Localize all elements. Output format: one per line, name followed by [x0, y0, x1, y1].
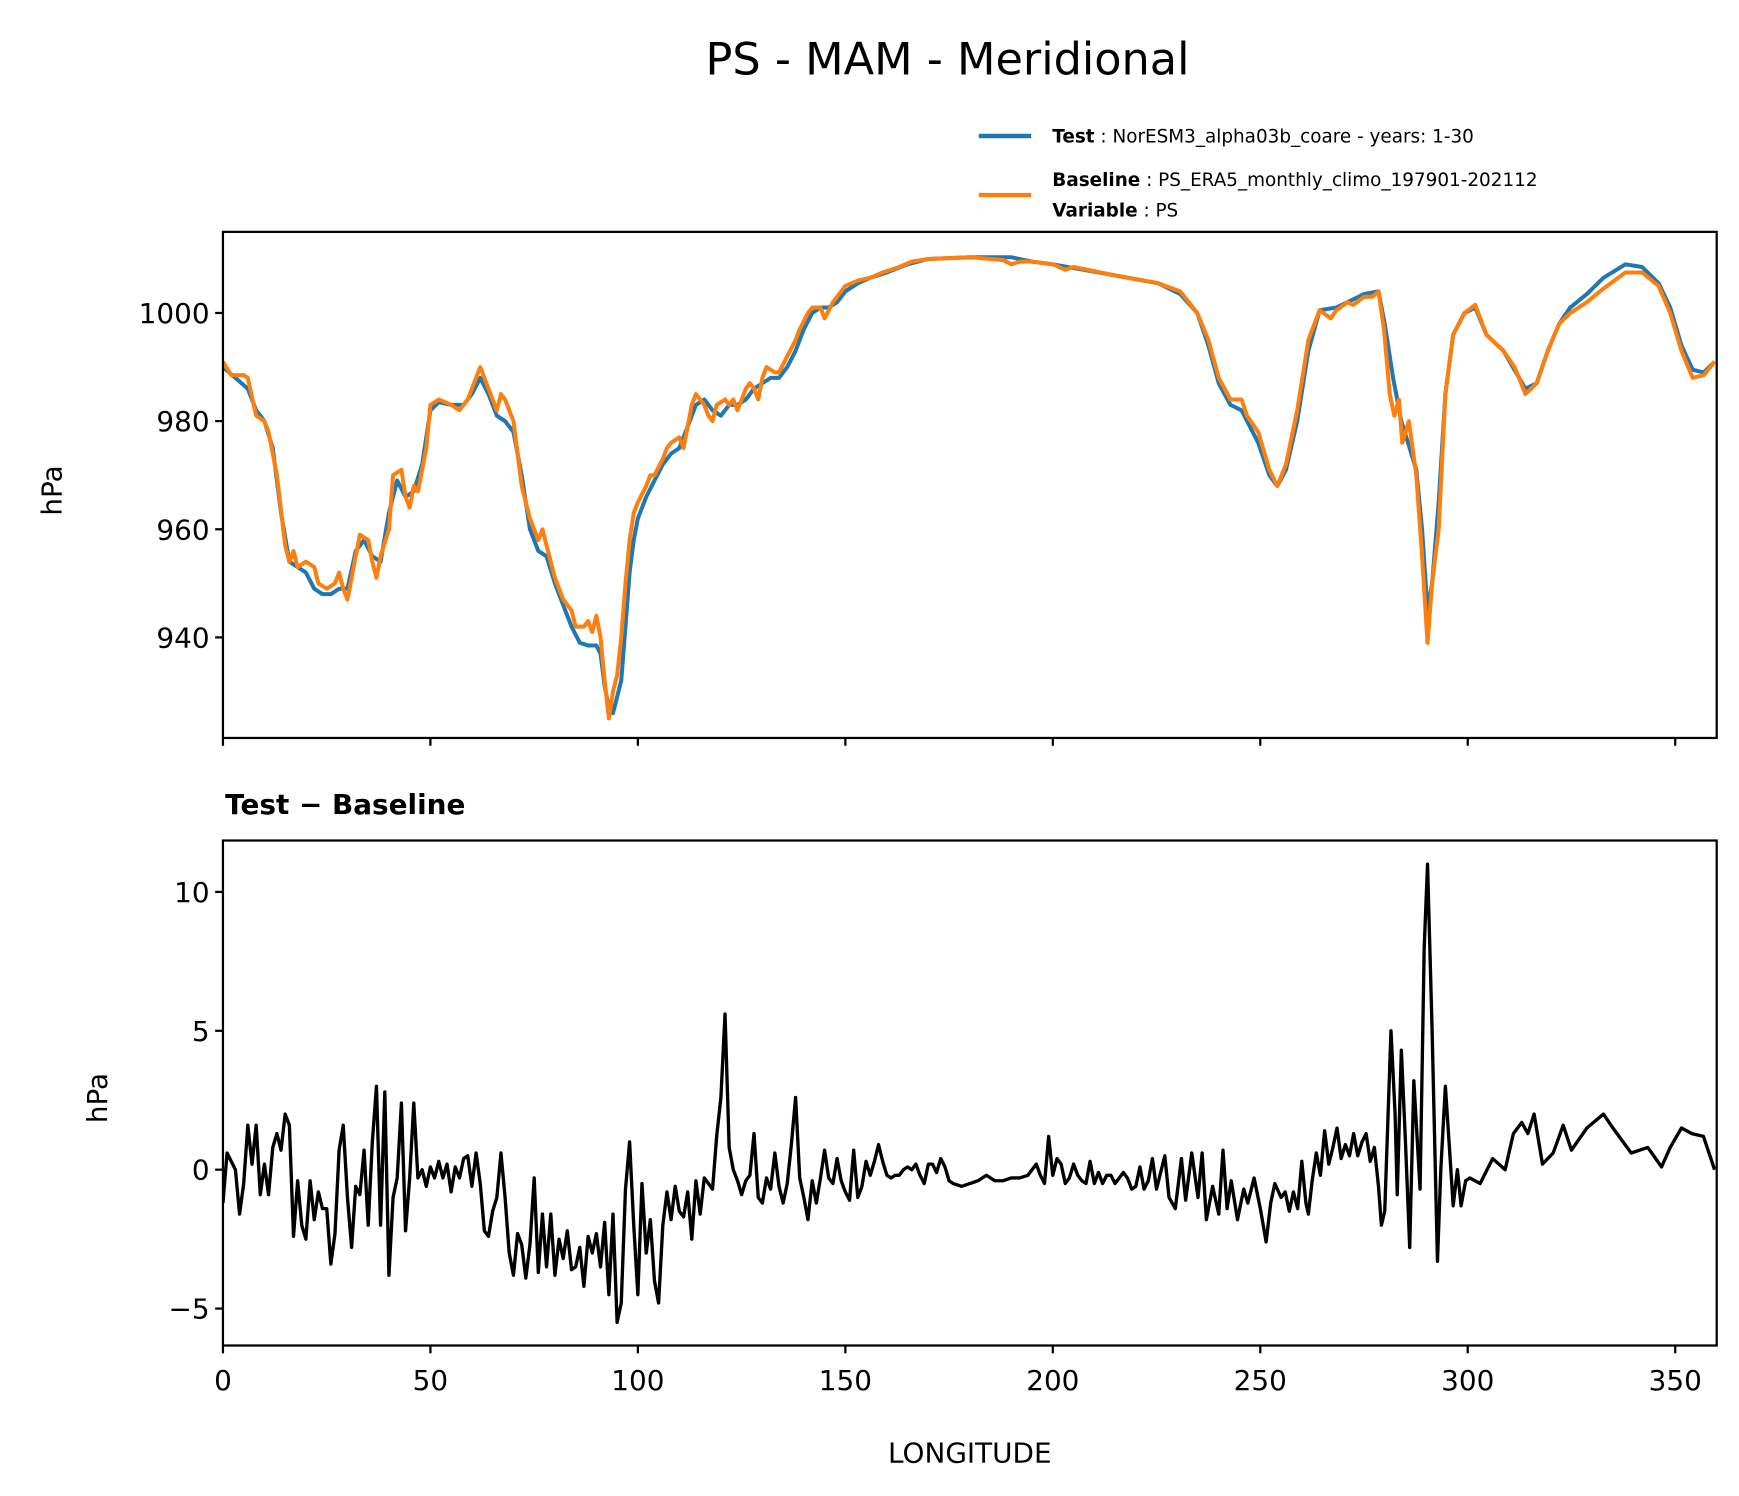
y-tick-label: 1000: [139, 297, 210, 330]
legend-variable-sep: :: [1138, 200, 1156, 221]
y-tick-label: 10: [174, 876, 209, 909]
x-tick-label: 100: [611, 1364, 664, 1397]
top-panel: 940 960 980 1000: [139, 230, 1718, 746]
y-tick-label: 940: [156, 621, 209, 654]
legend-variable-text: PS: [1155, 200, 1178, 221]
y-tick-label: 0: [192, 1154, 210, 1187]
x-tick-label: 0: [214, 1364, 232, 1397]
legend-baseline-label: Baseline : PS_ERA5_monthly_climo_197901-…: [1052, 170, 1537, 191]
legend-baseline-text: PS_ERA5_monthly_climo_197901-202112: [1158, 170, 1537, 191]
legend-test-bold: Test: [1052, 127, 1094, 148]
legend-test-label: Test : NorESM3_alpha03b_coare - years: 1…: [1052, 127, 1474, 148]
bottom-panel-title: Test − Baseline: [225, 788, 465, 821]
axes-frame: [221, 839, 1718, 1347]
legend-test-sep: :: [1095, 127, 1113, 148]
y-tick-label: −5: [168, 1293, 209, 1326]
legend-variable-bold: Variable: [1052, 200, 1137, 221]
legend-variable-label: Variable : PS: [1052, 200, 1178, 221]
series-line-baseline: [222, 255, 1717, 721]
series-line-test-baseline: [222, 862, 1717, 1325]
legend-baseline-bold: Baseline: [1052, 170, 1140, 191]
x-tick-label: 50: [413, 1364, 448, 1397]
series-line-test: [222, 255, 1717, 716]
y-tick-label: 980: [156, 405, 209, 438]
bottom-y-axis-label: hPa: [81, 1073, 114, 1123]
y-tick-label: 5: [192, 1015, 210, 1048]
x-axis-label: LONGITUDE: [888, 1437, 1052, 1470]
legend-test-text: NorESM3_alpha03b_coare - years: 1-30: [1112, 127, 1473, 148]
x-tick-label: 250: [1234, 1364, 1287, 1397]
axes-frame: [221, 230, 1718, 740]
x-tick-label: 200: [1026, 1364, 1079, 1397]
legend: Test : NorESM3_alpha03b_coare - years: 1…: [978, 127, 1538, 221]
legend-baseline-sep: :: [1140, 170, 1158, 191]
top-y-axis-label: hPa: [35, 465, 68, 515]
x-tick-label: 150: [819, 1364, 872, 1397]
x-tick-label: 300: [1441, 1364, 1494, 1397]
x-tick-label: 350: [1649, 1364, 1702, 1397]
figure-title: PS - MAM - Meridional: [706, 34, 1190, 86]
y-tick-label: 960: [156, 513, 209, 546]
